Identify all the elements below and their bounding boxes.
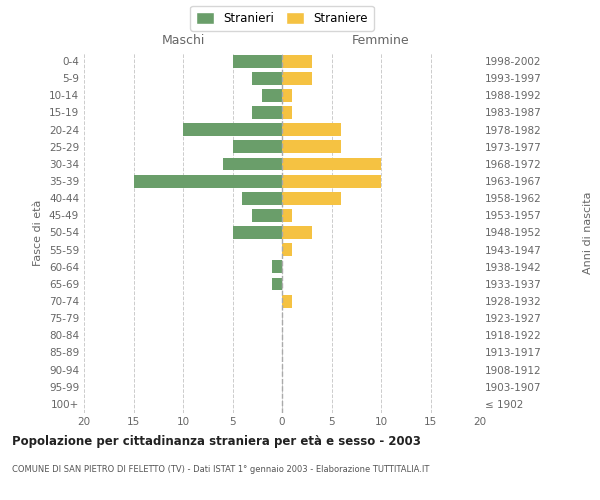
Bar	[242, 192, 282, 204]
Bar	[282, 174, 381, 188]
Bar	[282, 89, 292, 102]
Bar	[272, 278, 282, 290]
Bar	[223, 158, 282, 170]
Bar	[253, 106, 282, 119]
Bar	[282, 123, 341, 136]
Y-axis label: Anni di nascita: Anni di nascita	[583, 191, 593, 274]
Bar	[233, 140, 282, 153]
Bar	[253, 209, 282, 222]
Text: Femmine: Femmine	[352, 34, 410, 48]
Bar	[282, 72, 312, 85]
Bar	[262, 89, 282, 102]
Text: COMUNE DI SAN PIETRO DI FELETTO (TV) - Dati ISTAT 1° gennaio 2003 - Elaborazione: COMUNE DI SAN PIETRO DI FELETTO (TV) - D…	[12, 465, 430, 474]
Bar	[282, 243, 292, 256]
Bar	[133, 174, 282, 188]
Bar	[282, 209, 292, 222]
Bar	[282, 140, 341, 153]
Bar	[253, 72, 282, 85]
Y-axis label: Fasce di età: Fasce di età	[34, 200, 43, 266]
Bar	[233, 226, 282, 239]
Bar	[282, 54, 312, 68]
Text: Popolazione per cittadinanza straniera per età e sesso - 2003: Popolazione per cittadinanza straniera p…	[12, 435, 421, 448]
Bar	[233, 54, 282, 68]
Bar	[282, 226, 312, 239]
Bar	[282, 192, 341, 204]
Bar	[282, 106, 292, 119]
Bar	[282, 294, 292, 308]
Legend: Stranieri, Straniere: Stranieri, Straniere	[190, 6, 374, 30]
Bar	[183, 123, 282, 136]
Bar	[282, 158, 381, 170]
Text: Maschi: Maschi	[161, 34, 205, 48]
Bar	[272, 260, 282, 273]
